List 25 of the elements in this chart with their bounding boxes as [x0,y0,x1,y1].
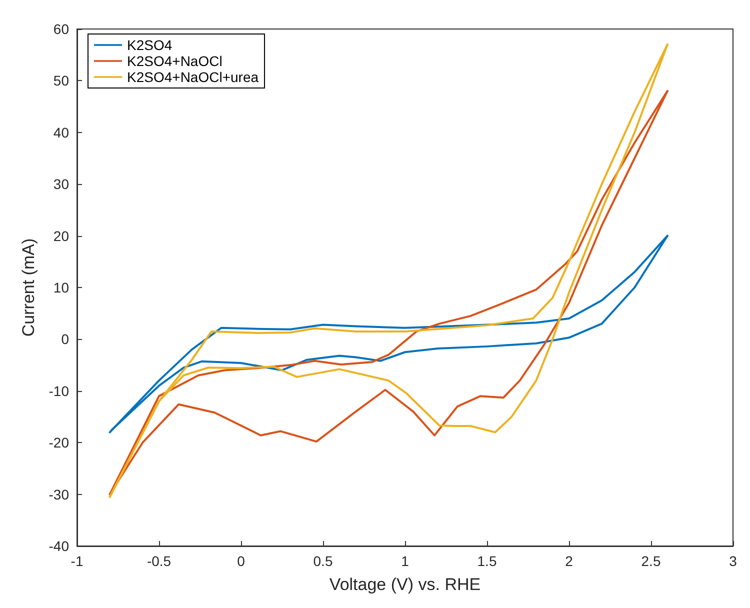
y-tick-label: 0 [61,331,70,348]
y-tick-label: 50 [53,72,70,89]
x-tick-label: 0 [237,553,246,569]
legend-label: K2SO4+NaOCl [127,53,222,69]
y-tick-label: 60 [53,21,70,37]
x-tick-label: 1.5 [477,553,497,569]
x-tick-label: 0.5 [313,553,333,569]
y-tick-label: 40 [53,124,70,140]
x-tick-label: 3 [729,553,738,569]
legend-label: K2SO4+NaOCl+urea [127,69,259,85]
x-tick-label: 1 [401,553,410,569]
y-tick-label: -20 [48,434,70,451]
y-tick-label: -40 [48,538,70,554]
x-tick-label: -1 [70,553,84,569]
legend-label: K2SO4 [127,37,172,53]
y-tick-label: -30 [48,486,70,502]
y-tick-label: -10 [48,382,70,399]
y-axis-title: Current (mA) [19,238,38,337]
y-tick-label: 10 [53,280,70,296]
x-tick-label: 2.5 [641,553,661,569]
y-tick-label: 20 [53,228,70,244]
x-axis-title: Voltage (V) vs. RHE [329,575,481,594]
x-tick-label: 2 [565,553,574,569]
x-tick-label: -0.5 [146,553,172,569]
y-tick-label: 30 [53,176,70,192]
